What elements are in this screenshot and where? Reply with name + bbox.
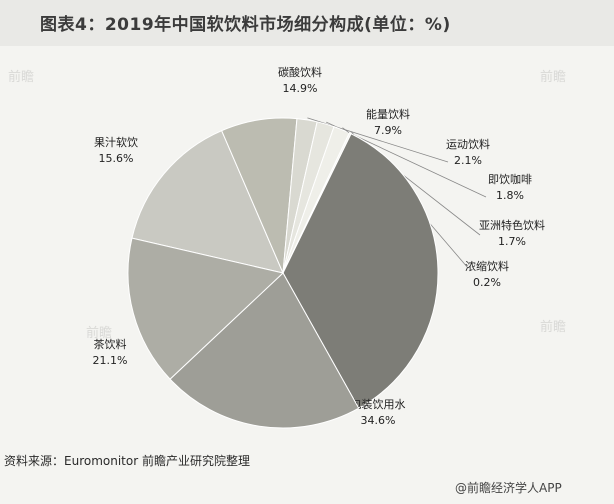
slice-label: 运动饮料 (446, 137, 490, 151)
pie-slice (169, 272, 360, 429)
source-note: 资料来源：Euromonitor 前瞻产业研究院整理 (4, 454, 250, 468)
slice-value-label: 15.6% (99, 152, 134, 165)
slice-label: 即饮咖啡 (488, 172, 532, 186)
slice-value-label: 1.7% (498, 235, 526, 248)
slice-label: 能量饮料 (366, 107, 410, 121)
pie-slice (131, 129, 284, 274)
watermark-logo: 前瞻 (8, 70, 35, 85)
watermark-logo: 前瞻 (86, 326, 113, 341)
slice-label: 亚洲特色饮料 (479, 218, 545, 232)
slice-label: 碳酸饮料 (278, 65, 322, 79)
watermark-logo: 前瞻 (540, 320, 567, 335)
slice-value-label: 34.6% (361, 414, 396, 427)
title-bar: 图表4：2019年中国软饮料市场细分构成(单位：%) (0, 0, 614, 46)
slice-value-label: 7.9% (374, 124, 402, 137)
slice-value-label: 21.1% (93, 354, 128, 367)
slice-label: 浓缩饮料 (465, 259, 509, 273)
pie-slice (127, 237, 285, 380)
watermark-logo: 前瞻 (540, 70, 567, 85)
slice-label: 茶饮料 (94, 337, 127, 351)
credit-note: @前瞻经济学人APP (455, 481, 562, 495)
slice-label: 包装饮用水 (351, 398, 406, 411)
chart-title: 图表4：2019年中国软饮料市场细分构成(单位：%) (40, 15, 451, 35)
slice-value-label: 2.1% (454, 154, 482, 167)
slice-value-label: 1.8% (496, 189, 524, 202)
slice-label: 果汁软饮 (94, 135, 138, 149)
slice-value-label: 14.9% (283, 82, 318, 95)
slice-value-label: 0.2% (473, 276, 501, 289)
pie-slice (282, 133, 439, 409)
